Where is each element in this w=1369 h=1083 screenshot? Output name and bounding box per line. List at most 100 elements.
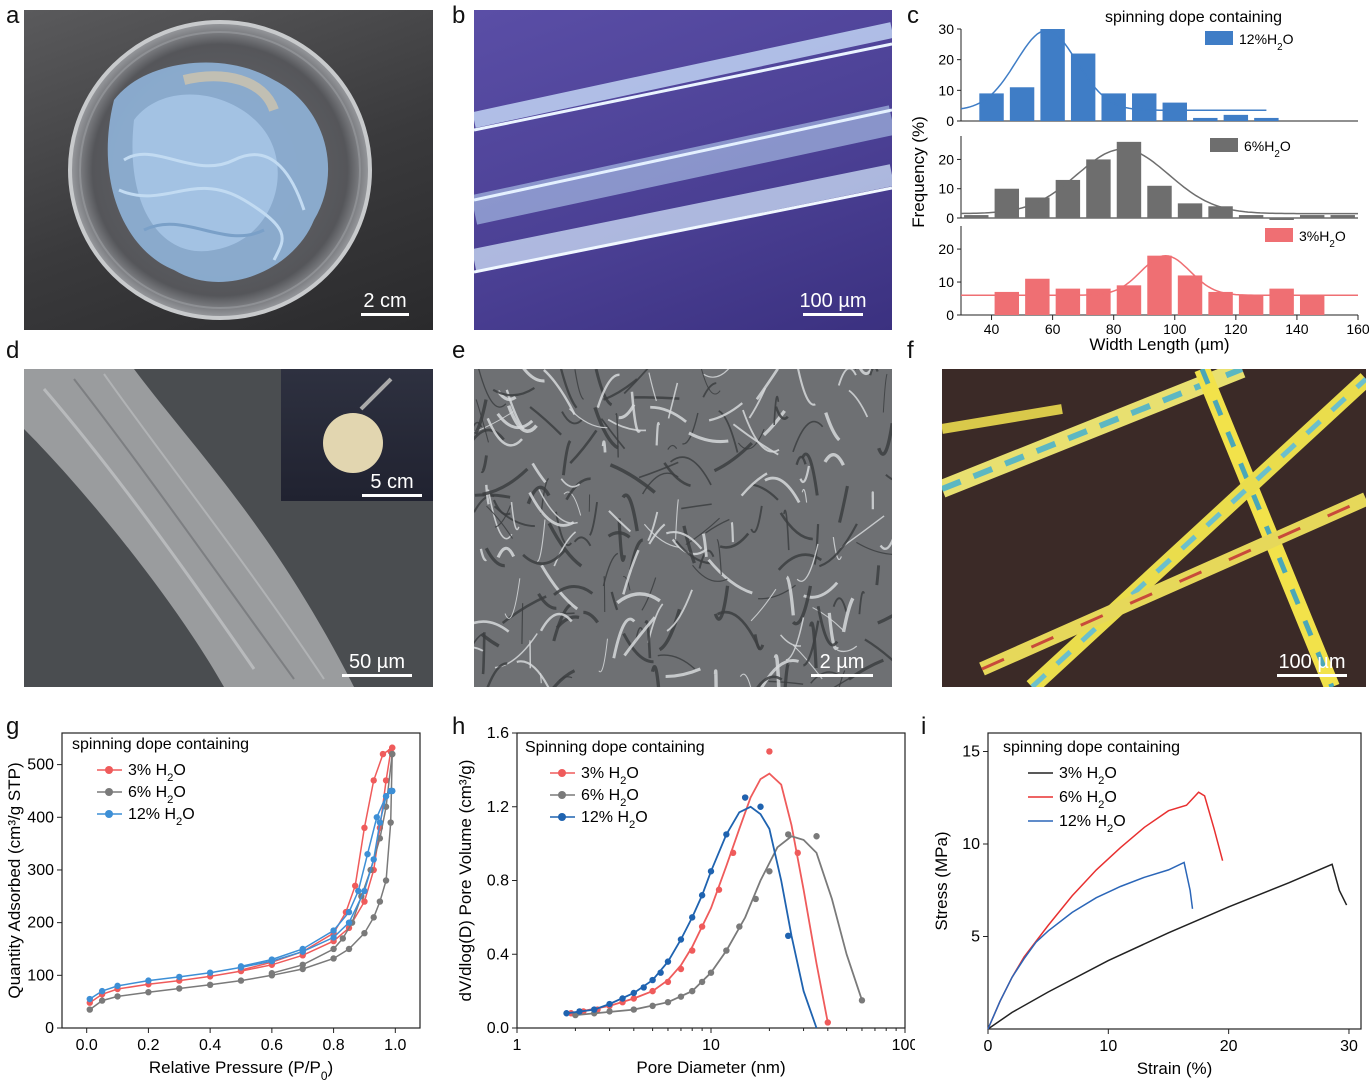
bar	[1177, 275, 1203, 315]
sem-network-drawing	[474, 369, 892, 687]
legend-label: 12% H2O	[1059, 813, 1126, 835]
network-fiber	[837, 369, 857, 386]
isotherm-point	[351, 882, 359, 889]
network-fiber	[574, 369, 584, 400]
isotherm-point	[299, 961, 306, 968]
network-fiber	[840, 515, 885, 549]
network-fiber	[561, 439, 572, 476]
network-fiber	[608, 510, 632, 533]
panel-label-h: h	[452, 713, 466, 740]
y-tick-label: 10	[938, 274, 954, 290]
network-fiber	[516, 660, 550, 687]
bar	[1086, 159, 1111, 218]
y-tick-label: 0	[946, 307, 954, 323]
panel-label-g: g	[6, 713, 20, 740]
network-fiber	[539, 673, 542, 684]
x-tick-label: 140	[1285, 321, 1309, 337]
network-fiber	[486, 505, 513, 539]
network-fiber	[492, 387, 536, 397]
network-fiber	[638, 461, 679, 479]
pore-point	[752, 895, 759, 903]
network-fiber	[816, 605, 839, 647]
bar	[964, 215, 989, 218]
isotherm-point	[361, 898, 368, 905]
legend-label: 12%H2O	[1239, 31, 1294, 53]
network-fiber	[510, 502, 520, 531]
network-fiber	[617, 518, 626, 562]
isotherm-point	[355, 887, 362, 895]
isotherm-point	[176, 985, 183, 992]
network-fiber	[573, 536, 592, 547]
network-fiber	[537, 488, 578, 524]
legend-label: 6% H2O	[1059, 789, 1117, 811]
network-fiber	[601, 440, 607, 453]
legend-title: spinning dope containing	[1003, 739, 1180, 756]
legend-item: 12% H2O	[1028, 813, 1126, 835]
network-fiber	[785, 575, 795, 616]
bar	[994, 291, 1020, 315]
bar	[994, 188, 1020, 218]
legend-swatch	[1205, 31, 1233, 45]
isotherm-point	[86, 1006, 93, 1013]
network-fiber	[485, 484, 490, 505]
chart-g-isotherm: 0.0 0.2 0.4 0.6 0.8 1.0 0 100 200 300 400 500 Relati…	[5, 732, 421, 1083]
isotherm-point	[145, 988, 152, 996]
network-fiber	[801, 488, 808, 503]
network-fiber	[719, 532, 750, 549]
isotherm-point	[206, 969, 214, 976]
network-fiber	[552, 669, 576, 687]
network-fiber	[708, 402, 743, 422]
isotherm-point	[376, 898, 384, 905]
network-fiber	[701, 369, 721, 395]
pore-point	[677, 965, 685, 973]
pore-point	[576, 1008, 583, 1015]
network-fiber	[593, 406, 619, 450]
scalebar-f-label: 100 µm	[1278, 651, 1346, 673]
isotherm-desorption-line	[240, 790, 393, 968]
network-fiber	[824, 412, 841, 442]
network-fiber	[665, 667, 701, 679]
stress-strain-curve	[987, 861, 1194, 1030]
network-fiber	[528, 491, 575, 527]
pore-point	[677, 936, 685, 943]
y-axis-label: dV/dlog(D) Pore Volume (cm³/g)	[456, 760, 475, 1002]
bar	[1070, 53, 1096, 121]
bar	[1193, 117, 1218, 121]
network-fiber	[882, 373, 888, 413]
legend-marker	[105, 788, 113, 796]
isotherm-point	[370, 914, 377, 921]
network-fiber	[486, 662, 508, 687]
network-fiber	[740, 472, 768, 497]
network-fiber	[779, 512, 813, 541]
isotherm-point	[370, 856, 377, 863]
chart-c-width-histogram: spinning dope containing 0 10 20 30 12%H2O 0 10…	[909, 9, 1369, 354]
plot-frame	[987, 732, 1362, 1030]
network-fiber	[783, 661, 791, 687]
network-fiber	[812, 607, 844, 631]
pore-point	[688, 987, 696, 995]
network-fiber	[526, 485, 551, 505]
legend-marker	[105, 810, 113, 818]
pore-point	[591, 1006, 598, 1013]
legend-item: 12% H2O	[97, 806, 195, 828]
network-fiber	[561, 411, 583, 425]
pore-point	[688, 947, 696, 954]
inset-disc-photo: 5 cm	[281, 369, 433, 501]
legend-item: 3% H2O	[1028, 765, 1117, 787]
network-fiber	[665, 530, 703, 550]
network-fiber	[487, 489, 513, 540]
network-fiber	[607, 418, 647, 432]
x-tick-label: 0.4	[199, 1037, 221, 1054]
legend-title-c: spinning dope containing	[1105, 9, 1282, 26]
pore-point	[606, 1008, 613, 1015]
legend-item: 3% H2O	[550, 765, 639, 787]
y-tick-label: 0.0	[487, 1020, 509, 1037]
polarized-fibers-drawing	[942, 369, 1366, 687]
pore-point	[649, 987, 656, 995]
pore-point	[766, 748, 773, 755]
isotherm-point	[387, 819, 394, 826]
y-tick-label: 0	[45, 1020, 54, 1037]
network-fiber	[858, 591, 865, 615]
isotherm-point	[86, 995, 93, 1003]
isotherm-point	[330, 927, 337, 934]
